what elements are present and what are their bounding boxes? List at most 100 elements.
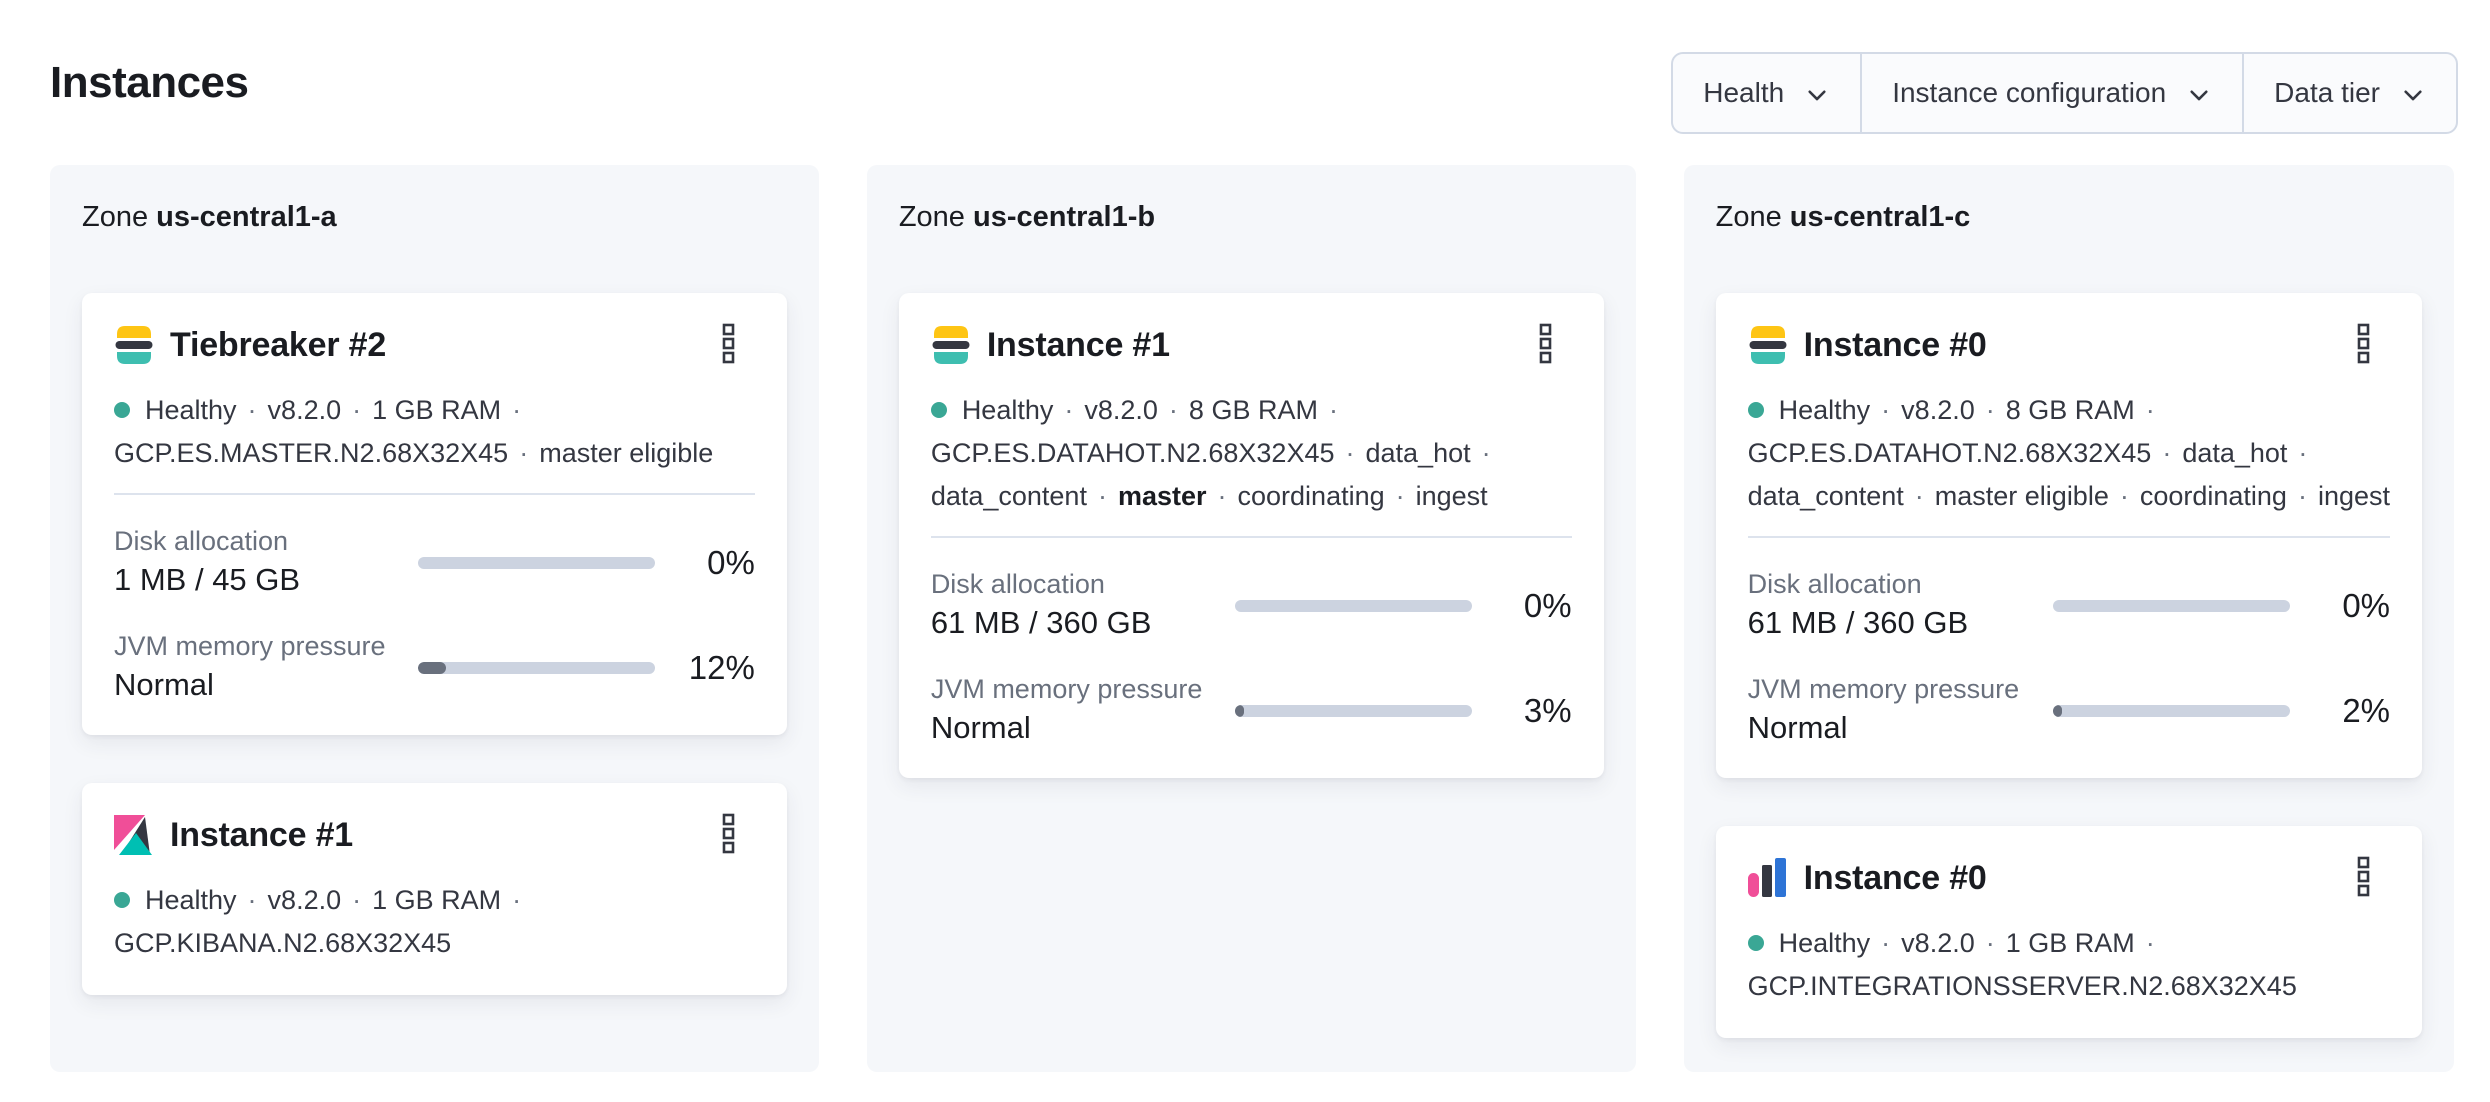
zone-cards: Instance #1 Healthy · v8.2.0 · 8 GB RAM · GCP.E…	[898, 293, 1604, 778]
status-line: GCP.KIBANA.N2.68X32X45	[114, 922, 755, 965]
card-divider	[1747, 536, 2391, 538]
instance-card: Instance #1 Healthy · v8.2.0 · 8 GB RAM · GCP.E…	[898, 293, 1604, 778]
dot-separator: ·	[1881, 928, 1891, 958]
status-token: v8.2.0	[1901, 395, 1975, 425]
stat-left: Disk allocation 61 MB / 360 GB	[931, 568, 1235, 643]
jvm-memory-pressure-label: JVM memory pressure	[930, 674, 1203, 704]
instance-title: Tiebreaker #2	[170, 325, 387, 364]
dot-separator: ·	[247, 395, 257, 425]
instance-stats: Disk allocation 1 MB / 45 GB 0% JVM memory …	[114, 495, 755, 705]
elasticsearch-logo	[931, 325, 971, 365]
status-line: Healthy · v8.2.0 · 8 GB RAM ·	[1747, 389, 2390, 432]
disk-allocation-value: 1 MB / 45 GB	[114, 562, 301, 597]
disk-allocation-value: 61 MB / 360 GB	[1747, 605, 1969, 640]
card-title-row: Instance #1	[931, 323, 1572, 367]
jvm-memory-pressure-row: JVM memory pressure Normal 2%	[1748, 673, 2390, 748]
elasticsearch-logo	[114, 325, 154, 365]
dot-separator: ·	[512, 395, 522, 425]
stat-left: Disk allocation 61 MB / 360 GB	[1748, 568, 2053, 643]
instance-title: Instance #0	[1803, 325, 1987, 364]
instance-menu-button[interactable]	[716, 811, 741, 859]
healthy-status-icon	[1747, 935, 1764, 951]
card-divider	[930, 536, 1572, 538]
instance-stats: Disk allocation 61 MB / 360 GB 0% JVM memor…	[1748, 538, 2390, 748]
status-token: master eligible	[1934, 481, 2109, 511]
jvm-memory-pressure-value: Normal	[930, 710, 1031, 745]
instance-title: Instance #1	[986, 325, 1170, 364]
status-line: Healthy · v8.2.0 · 1 GB RAM ·	[114, 879, 755, 922]
disk-allocation-label: Disk allocation	[930, 569, 1105, 599]
dot-separator: ·	[519, 438, 529, 468]
zone-panel-us-central1-c: Zone us-central1-c Instance #0 Healthy · v8.…	[1683, 165, 2455, 1072]
zone-name: us-central1-c	[1789, 201, 1971, 233]
dot-separator: ·	[2298, 438, 2308, 468]
status-token: v8.2.0	[267, 885, 342, 915]
zone-label: Zone us-central1-c	[1716, 197, 2422, 237]
zone-cards: Instance #0 Healthy · v8.2.0 · 8 GB RAM · GCP.E…	[1715, 293, 2423, 1038]
jvm-memory-pressure-row: JVM memory pressure Normal 12%	[114, 630, 755, 705]
filter-instance-configuration-button[interactable]: Instance configuration	[1860, 54, 2242, 132]
status-token: v8.2.0	[1901, 928, 1975, 958]
dot-separator: ·	[2119, 481, 2129, 511]
dot-separator: ·	[352, 395, 362, 425]
card-title-row: Instance #1	[114, 813, 755, 857]
stat-left: JVM memory pressure Normal	[931, 673, 1235, 748]
filter-data-tier-button[interactable]: Data tier	[2242, 54, 2456, 132]
disk-allocation-percent: 0%	[2342, 586, 2391, 624]
dot-separator: ·	[1395, 481, 1405, 511]
chevron-down-icon	[2400, 82, 2426, 108]
disk-allocation-value: 61 MB / 360 GB	[930, 605, 1152, 640]
chevron-down-icon	[2186, 82, 2212, 108]
status-token: master	[1117, 481, 1207, 511]
zone-label-prefix: Zone	[1715, 201, 1782, 233]
dot-separator: ·	[247, 885, 257, 915]
status-token: data_hot	[1365, 438, 1471, 468]
filter-health-button[interactable]: Health	[1673, 54, 1860, 132]
instance-menu-button[interactable]	[716, 321, 741, 369]
kebab-menu-icon	[722, 813, 735, 857]
status-token: v8.2.0	[267, 395, 342, 425]
status-token: GCP.KIBANA.N2.68X32X45	[114, 928, 452, 958]
kibana-logo	[114, 815, 154, 855]
status-line: Healthy · v8.2.0 · 1 GB RAM ·	[114, 389, 755, 432]
instance-status: Healthy · v8.2.0 · 1 GB RAM · GCP.INTEGRATIONS…	[1747, 922, 2390, 1008]
disk-allocation-row: Disk allocation 61 MB / 360 GB 0%	[1748, 568, 2390, 643]
status-token: master eligible	[539, 438, 714, 468]
page-title: Instances	[50, 58, 249, 107]
status-line: GCP.ES.DATAHOT.N2.68X32X45 · data_hot ·	[931, 432, 1572, 475]
elasticsearch-logo	[1748, 325, 1788, 365]
dot-separator: ·	[1217, 481, 1227, 511]
instance-card: Tiebreaker #2 Healthy · v8.2.0 · 1 GB RAM · GCP…	[82, 293, 787, 735]
instance-menu-button[interactable]	[1533, 321, 1558, 369]
instance-card: Instance #0 Healthy · v8.2.0 · 1 GB RAM · GCP.I…	[1715, 826, 2423, 1038]
status-token: 1 GB RAM	[372, 885, 502, 915]
status-token: Healthy	[961, 395, 1054, 425]
jvm-memory-pressure-percent: 2%	[2342, 691, 2391, 729]
dot-separator: ·	[1168, 395, 1178, 425]
status-token: GCP.ES.DATAHOT.N2.68X32X45	[1747, 438, 2152, 468]
zone-name: us-central1-b	[972, 201, 1156, 233]
jvm-memory-pressure-label: JVM memory pressure	[1747, 674, 2020, 704]
status-token: coordinating	[2139, 481, 2287, 511]
status-line: data_content · master · coordinating · ingest	[931, 475, 1572, 518]
zone-label-prefix: Zone	[82, 201, 149, 233]
instance-menu-button[interactable]	[2351, 321, 2376, 369]
filter-instance-configuration-label: Instance configuration	[1892, 77, 2167, 108]
status-token: Healthy	[145, 885, 237, 915]
jvm-memory-pressure-value: Normal	[1747, 710, 1848, 745]
status-line: GCP.INTEGRATIONSSERVER.N2.68X32X45	[1748, 965, 2390, 1008]
dot-separator: ·	[2162, 438, 2172, 468]
status-token: 8 GB RAM	[1188, 395, 1318, 425]
status-token: data_content	[1747, 481, 1904, 511]
zone-panel-us-central1-b: Zone us-central1-b Instance #1 Healthy · v8.…	[866, 165, 1636, 1072]
status-token: coordinating	[1237, 481, 1385, 511]
dot-separator: ·	[2145, 928, 2155, 958]
status-line: GCP.ES.DATAHOT.N2.68X32X45 · data_hot ·	[1748, 432, 2390, 475]
status-token: GCP.ES.DATAHOT.N2.68X32X45	[930, 438, 1335, 468]
instance-title: Instance #0	[1803, 858, 1987, 897]
instance-menu-button[interactable]	[2351, 854, 2376, 902]
jvm-memory-pressure-bar	[1234, 704, 1472, 717]
disk-allocation-percent: 0%	[707, 543, 755, 581]
card-title-row: Instance #0	[1747, 854, 2390, 902]
